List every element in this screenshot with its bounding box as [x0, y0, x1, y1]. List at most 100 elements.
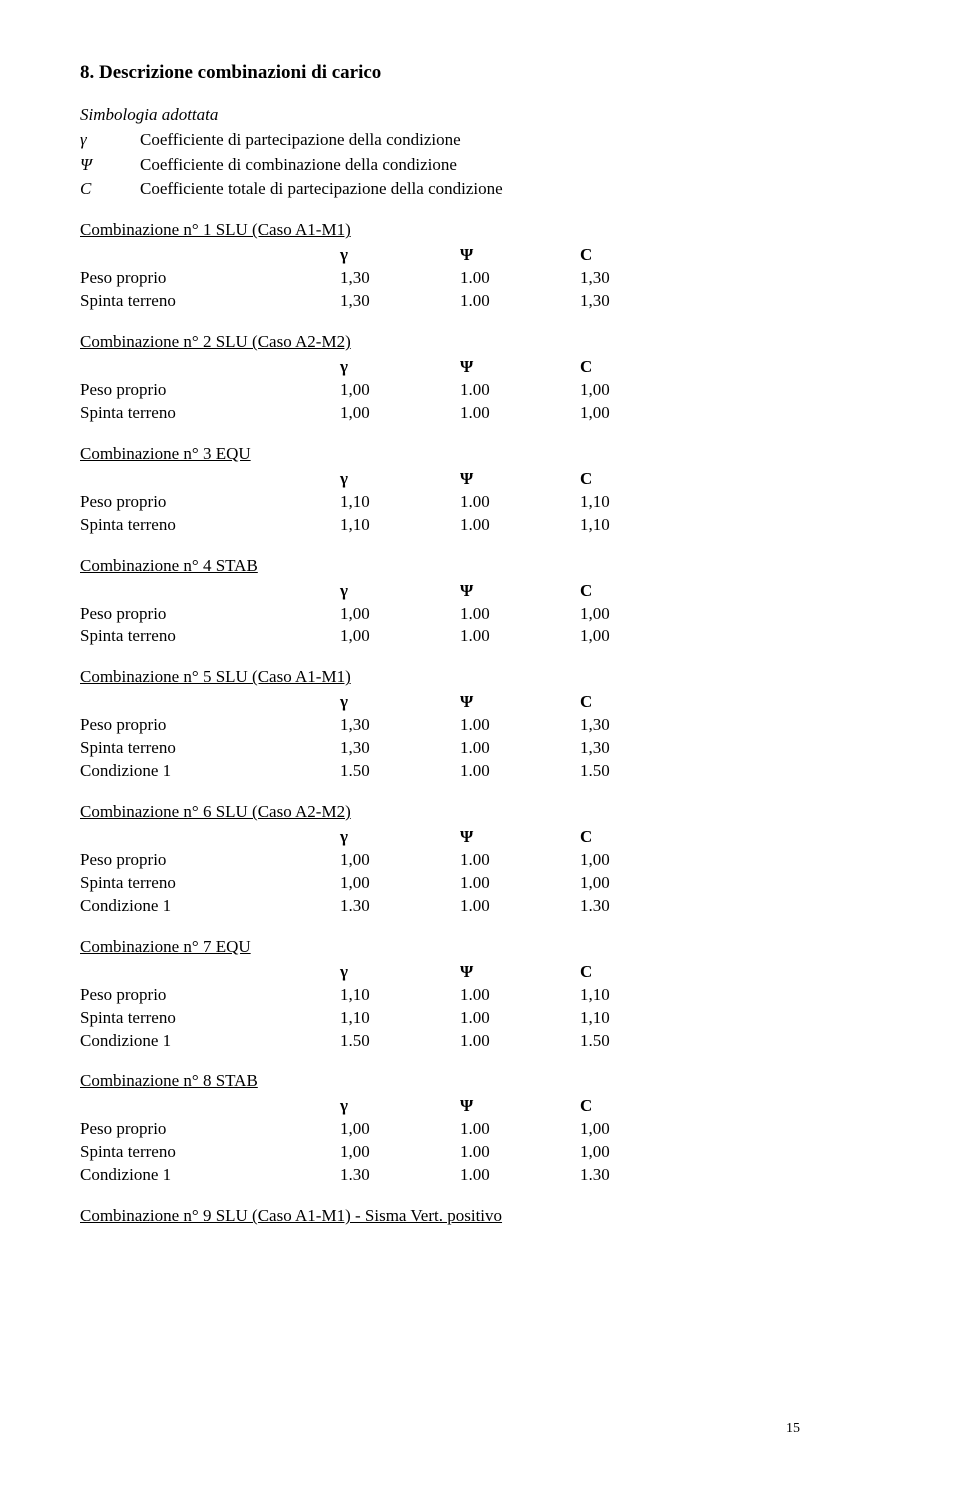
combo-row-gamma: 1,10 — [340, 491, 460, 514]
combo-row-gamma: 1,00 — [340, 1118, 460, 1141]
page-number: 15 — [786, 1420, 800, 1439]
combo-header-C: C — [580, 468, 700, 491]
combo-data-row: Peso proprio1,001.001,00 — [80, 849, 880, 872]
combo-row-C: 1,00 — [580, 402, 700, 425]
combo-row-psi: 1.00 — [460, 514, 580, 537]
combo-block: Combinazione n° 3 EQUγΨCPeso proprio1,10… — [80, 443, 880, 537]
combo-data-row: Spinta terreno1,101.001,10 — [80, 514, 880, 537]
combo-row-label: Peso proprio — [80, 1118, 340, 1141]
combo-row-gamma: 1,30 — [340, 714, 460, 737]
combo-header-gamma: γ — [340, 356, 460, 379]
combo-data-row: Spinta terreno1,001.001,00 — [80, 1141, 880, 1164]
combo-title: Combinazione n° 3 EQU — [80, 443, 880, 466]
combinations-container: Combinazione n° 1 SLU (Caso A1-M1)γΨCPes… — [80, 219, 880, 1187]
combo-data-row: Condizione 11.301.001.30 — [80, 1164, 880, 1187]
combo-row-gamma: 1,00 — [340, 603, 460, 626]
combo-row-psi: 1.00 — [460, 402, 580, 425]
combo-title: Combinazione n° 8 STAB — [80, 1070, 880, 1093]
combo-row-psi: 1.00 — [460, 603, 580, 626]
combo-row-psi: 1.00 — [460, 290, 580, 313]
combo-row-label: Condizione 1 — [80, 1030, 340, 1053]
combo-row-C: 1,00 — [580, 849, 700, 872]
combo-header-row: γΨC — [80, 356, 880, 379]
combo-row-gamma: 1.30 — [340, 1164, 460, 1187]
combo-header-gamma: γ — [340, 580, 460, 603]
combo-row-C: 1,00 — [580, 625, 700, 648]
symbology-list: γCoefficiente di partecipazione della co… — [80, 129, 880, 202]
combo-row-label: Condizione 1 — [80, 1164, 340, 1187]
combo-header-row: γΨC — [80, 244, 880, 267]
combo-data-row: Peso proprio1,301.001,30 — [80, 267, 880, 290]
combo-header-gamma: γ — [340, 244, 460, 267]
combo-row-psi: 1.00 — [460, 1030, 580, 1053]
combo-header-psi: Ψ — [460, 244, 580, 267]
combo-title: Combinazione n° 2 SLU (Caso A2-M2) — [80, 331, 880, 354]
combo-row-gamma: 1.50 — [340, 760, 460, 783]
combo-header-empty — [80, 356, 340, 379]
combo-row-label: Spinta terreno — [80, 872, 340, 895]
combo-row-psi: 1.00 — [460, 267, 580, 290]
combo-header-psi: Ψ — [460, 580, 580, 603]
combo-row-gamma: 1,10 — [340, 514, 460, 537]
combo-row-psi: 1.00 — [460, 895, 580, 918]
combo-header-psi: Ψ — [460, 356, 580, 379]
combo-row-C: 1,00 — [580, 1118, 700, 1141]
combo-row-psi: 1.00 — [460, 1164, 580, 1187]
combo-title: Combinazione n° 1 SLU (Caso A1-M1) — [80, 219, 880, 242]
combo-row-label: Peso proprio — [80, 379, 340, 402]
symbology-desc: Coefficiente di partecipazione della con… — [140, 129, 461, 152]
combo-header-psi: Ψ — [460, 691, 580, 714]
combo-row-gamma: 1,00 — [340, 402, 460, 425]
section-title: 8. Descrizione combinazioni di carico — [80, 60, 880, 86]
combo-row-psi: 1.00 — [460, 984, 580, 1007]
combo-header-psi: Ψ — [460, 1095, 580, 1118]
combo-row-psi: 1.00 — [460, 1007, 580, 1030]
combo-header-empty — [80, 580, 340, 603]
combo-row-label: Peso proprio — [80, 984, 340, 1007]
combo-row-psi: 1.00 — [460, 625, 580, 648]
combo-row-gamma: 1,30 — [340, 290, 460, 313]
combo-row-label: Peso proprio — [80, 491, 340, 514]
combo-data-row: Spinta terreno1,101.001,10 — [80, 1007, 880, 1030]
combo-row-C: 1.30 — [580, 1164, 700, 1187]
combo-header-C: C — [580, 1095, 700, 1118]
combo-header-psi: Ψ — [460, 468, 580, 491]
combo-header-psi: Ψ — [460, 826, 580, 849]
combo-block: Combinazione n° 6 SLU (Caso A2-M2)γΨCPes… — [80, 801, 880, 918]
combo-block: Combinazione n° 8 STABγΨCPeso proprio1,0… — [80, 1070, 880, 1187]
combo-row-label: Spinta terreno — [80, 737, 340, 760]
combo-data-row: Condizione 11.301.001.30 — [80, 895, 880, 918]
combo-row-C: 1,10 — [580, 491, 700, 514]
combo-row-C: 1,30 — [580, 267, 700, 290]
combo-row-gamma: 1,30 — [340, 267, 460, 290]
combo-row-gamma: 1,00 — [340, 379, 460, 402]
symbology-desc: Coefficiente totale di partecipazione de… — [140, 178, 503, 201]
combo-data-row: Peso proprio1,001.001,00 — [80, 379, 880, 402]
combo-row-label: Spinta terreno — [80, 1007, 340, 1030]
combo-row-label: Spinta terreno — [80, 290, 340, 313]
combo-row-psi: 1.00 — [460, 1118, 580, 1141]
combo-row-label: Condizione 1 — [80, 760, 340, 783]
combo-title: Combinazione n° 6 SLU (Caso A2-M2) — [80, 801, 880, 824]
combo-data-row: Peso proprio1,101.001,10 — [80, 984, 880, 1007]
combo-row-C: 1,10 — [580, 984, 700, 1007]
combo-row-psi: 1.00 — [460, 737, 580, 760]
combo-header-gamma: γ — [340, 826, 460, 849]
combo-data-row: Condizione 11.501.001.50 — [80, 1030, 880, 1053]
combo-row-label: Peso proprio — [80, 603, 340, 626]
combo-header-row: γΨC — [80, 691, 880, 714]
combo-header-C: C — [580, 580, 700, 603]
combo-header-psi: Ψ — [460, 961, 580, 984]
combo-block: Combinazione n° 2 SLU (Caso A2-M2)γΨCPes… — [80, 331, 880, 425]
combo-header-row: γΨC — [80, 580, 880, 603]
combo-header-row: γΨC — [80, 961, 880, 984]
combo-header-row: γΨC — [80, 1095, 880, 1118]
combo-data-row: Spinta terreno1,001.001,00 — [80, 872, 880, 895]
combo-header-C: C — [580, 244, 700, 267]
symbology-desc: Coefficiente di combinazione della condi… — [140, 154, 457, 177]
combo-row-gamma: 1.50 — [340, 1030, 460, 1053]
combo-row-gamma: 1,00 — [340, 625, 460, 648]
combo-row-gamma: 1,10 — [340, 1007, 460, 1030]
combo-row-gamma: 1,30 — [340, 737, 460, 760]
combo-block: Combinazione n° 1 SLU (Caso A1-M1)γΨCPes… — [80, 219, 880, 313]
